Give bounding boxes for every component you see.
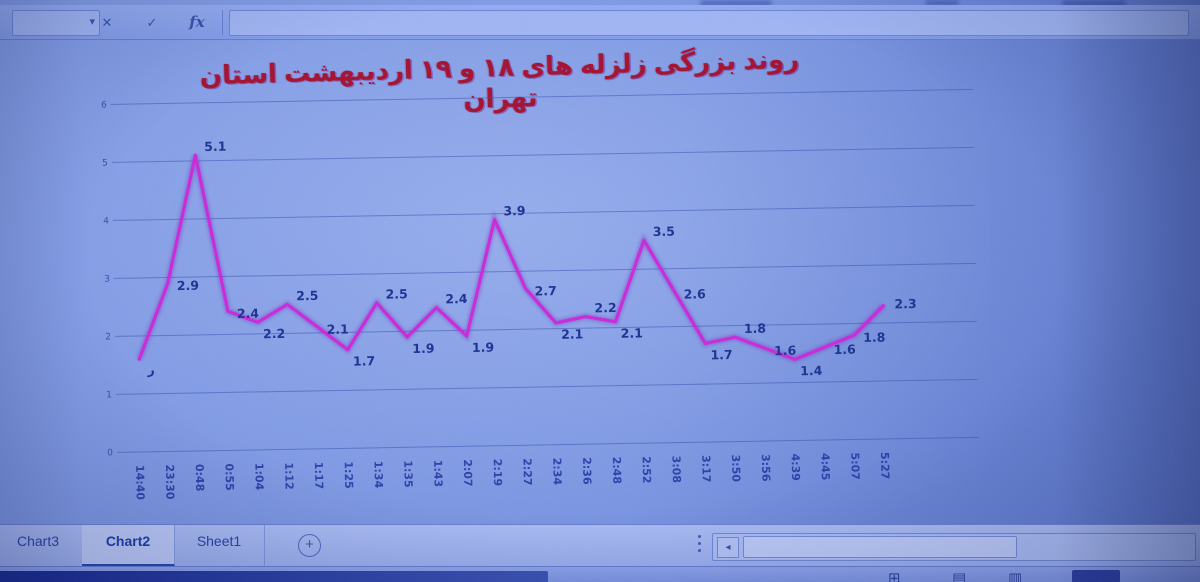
- page-break-icon[interactable]: ▥: [1008, 570, 1023, 582]
- svg-text:2.5: 2.5: [296, 288, 318, 303]
- svg-text:2.2: 2.2: [594, 300, 616, 315]
- svg-text:2.5: 2.5: [385, 286, 407, 301]
- chart-plot: 0 1 2 3 4 5 6 14:40 23:30 0:48 0:55 1:04 1:12 1:17 1:2…: [82, 32, 994, 530]
- sheet-tab-sheet1[interactable]: Sheet1: [174, 525, 265, 567]
- svg-text:5.1: 5.1: [204, 139, 226, 154]
- svg-text:2.9: 2.9: [177, 278, 199, 293]
- svg-text:1:04: 1:04: [252, 463, 265, 491]
- svg-text:1:43: 1:43: [431, 460, 444, 488]
- line-chart-svg: 0 1 2 3 4 5 6 14:40 23:30 0:48 0:55 1:04 1:12 1:17 1:2…: [101, 88, 979, 501]
- sheet-tab-chart3[interactable]: Chart3: [0, 525, 83, 567]
- zoom-control-remnant[interactable]: [1072, 570, 1120, 582]
- svg-text:2: 2: [105, 332, 111, 342]
- svg-text:23:30: 23:30: [163, 464, 177, 500]
- svg-text:1:25: 1:25: [342, 461, 355, 489]
- svg-text:2.1: 2.1: [621, 325, 643, 340]
- sheet-tab-chart2[interactable]: Chart2: [82, 525, 175, 567]
- svg-text:2.2: 2.2: [263, 326, 285, 341]
- svg-text:2:07: 2:07: [461, 459, 474, 487]
- svg-text:2:36: 2:36: [580, 457, 593, 485]
- name-box[interactable]: ▾: [12, 10, 100, 36]
- svg-text:1: 1: [106, 390, 112, 400]
- tab-scroll-grip[interactable]: [698, 535, 701, 538]
- svg-text:5:07: 5:07: [848, 452, 861, 480]
- svg-text:1.8: 1.8: [744, 321, 766, 336]
- enter-icon[interactable]: ✓: [146, 15, 158, 30]
- svg-text:ر: ر: [146, 362, 154, 377]
- svg-text:1:17: 1:17: [312, 462, 325, 490]
- horizontal-scrollbar[interactable]: ◂: [712, 533, 1196, 561]
- svg-text:2:27: 2:27: [520, 458, 533, 486]
- svg-text:6: 6: [101, 100, 107, 110]
- svg-text:2.1: 2.1: [326, 322, 348, 337]
- svg-text:3:56: 3:56: [759, 454, 772, 482]
- svg-text:1.6: 1.6: [774, 343, 797, 358]
- svg-text:0:55: 0:55: [223, 463, 236, 491]
- svg-text:1.7: 1.7: [353, 353, 375, 368]
- svg-text:5:27: 5:27: [878, 452, 891, 480]
- cancel-icon[interactable]: ✕: [101, 15, 113, 30]
- formula-bar-divider: [222, 10, 223, 35]
- svg-text:3:50: 3:50: [729, 454, 742, 482]
- insert-function-icon[interactable]: fx: [189, 13, 205, 31]
- svg-text:0: 0: [107, 448, 113, 458]
- svg-text:2.3: 2.3: [894, 296, 916, 311]
- svg-text:3:08: 3:08: [669, 456, 682, 484]
- svg-text:0:48: 0:48: [193, 464, 206, 492]
- svg-text:1:12: 1:12: [282, 462, 295, 490]
- svg-text:2:19: 2:19: [491, 459, 504, 487]
- svg-text:3.5: 3.5: [653, 224, 675, 239]
- svg-text:2.4: 2.4: [445, 291, 468, 306]
- page-layout-icon[interactable]: ▤: [952, 570, 967, 582]
- svg-text:3: 3: [104, 274, 110, 284]
- sheet-tab-bar: Chart3 Chart2 Sheet1 + ◂: [0, 524, 1200, 567]
- svg-text:2:34: 2:34: [550, 458, 563, 486]
- svg-text:1.9: 1.9: [472, 340, 494, 355]
- status-bar-dark-strip: [0, 571, 548, 582]
- add-sheet-button[interactable]: +: [298, 534, 321, 557]
- svg-text:2.4: 2.4: [237, 306, 260, 321]
- normal-view-icon[interactable]: ⊞: [888, 570, 901, 582]
- svg-text:1.7: 1.7: [710, 347, 732, 362]
- svg-text:1:34: 1:34: [372, 461, 385, 489]
- svg-text:2:52: 2:52: [640, 456, 653, 484]
- svg-text:3:17: 3:17: [699, 455, 712, 483]
- svg-text:2.6: 2.6: [684, 286, 707, 301]
- status-bar: ⊞ ▤ ▥: [0, 566, 1200, 582]
- svg-text:3.9: 3.9: [503, 203, 525, 218]
- chart-object: روند بزرگی زلزله های ۱۸ و ۱۹ اردیبهشت اس…: [86, 40, 990, 522]
- svg-text:1:35: 1:35: [401, 460, 414, 488]
- svg-text:1.6: 1.6: [834, 342, 857, 357]
- svg-text:2:48: 2:48: [610, 457, 623, 485]
- svg-text:4:45: 4:45: [818, 453, 831, 481]
- scroll-left-arrow-icon[interactable]: ◂: [717, 537, 739, 558]
- formula-input[interactable]: [229, 10, 1189, 36]
- svg-text:14:40: 14:40: [133, 465, 147, 501]
- svg-text:4:39: 4:39: [789, 453, 802, 481]
- chevron-down-icon[interactable]: ▾: [89, 16, 95, 28]
- svg-text:1.8: 1.8: [863, 330, 885, 345]
- svg-text:2.1: 2.1: [561, 326, 583, 341]
- formula-bar-row: ▾ ✕ ✓ fx: [0, 5, 1200, 40]
- svg-text:5: 5: [102, 158, 108, 168]
- svg-text:2.7: 2.7: [534, 283, 556, 298]
- scrollbar-thumb[interactable]: [743, 536, 1017, 558]
- svg-text:4: 4: [103, 216, 109, 226]
- svg-text:1.4: 1.4: [800, 363, 823, 378]
- svg-text:1.9: 1.9: [412, 341, 434, 356]
